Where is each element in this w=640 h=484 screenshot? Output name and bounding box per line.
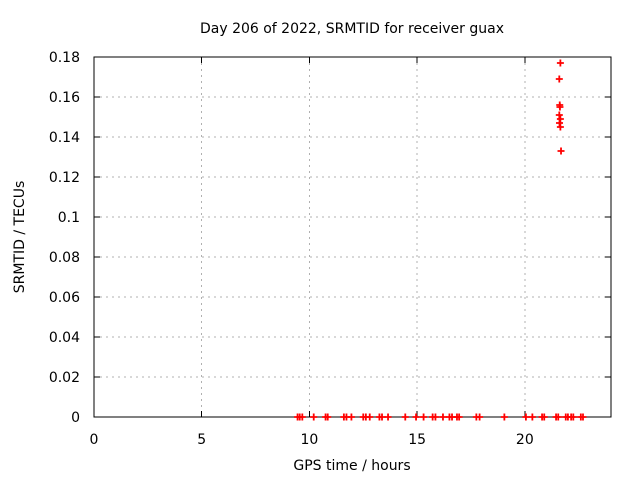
x-axis-label: GPS time / hours bbox=[293, 458, 410, 474]
y-tick-label: 0.1 bbox=[58, 210, 80, 226]
y-axis-label: SRMTID / TECUs bbox=[12, 181, 28, 294]
data-point-marker bbox=[554, 413, 562, 421]
y-tick-label: 0.16 bbox=[49, 90, 80, 106]
data-point-marker bbox=[310, 413, 318, 421]
x-tick-label: 20 bbox=[516, 432, 534, 448]
y-tick-label: 0.14 bbox=[49, 130, 80, 146]
y-tick-label: 0.18 bbox=[49, 50, 80, 66]
y-tick-label: 0.06 bbox=[49, 290, 80, 306]
data-point-marker bbox=[556, 103, 564, 111]
y-tick-label: 0.12 bbox=[49, 170, 80, 186]
y-tick-label: 0.08 bbox=[49, 250, 80, 266]
data-point-marker bbox=[378, 413, 386, 421]
data-point-marker bbox=[556, 59, 564, 67]
chart-title: Day 206 of 2022, SRMTID for receiver gua… bbox=[200, 21, 504, 37]
data-point-marker bbox=[431, 413, 439, 421]
data-point-marker bbox=[540, 413, 548, 421]
data-point-marker bbox=[557, 147, 565, 155]
y-tick-label: 0.04 bbox=[49, 330, 80, 346]
plot-border bbox=[93, 56, 612, 418]
y-tick-label: 0 bbox=[71, 410, 80, 426]
chart-plot-area: 0 5 10 15 20 0 0.02 0.04 0.06 0.08 0.1 0.12 0.14 0.16… bbox=[49, 50, 612, 448]
data-point-marker bbox=[476, 413, 484, 421]
data-point-marker bbox=[556, 123, 564, 131]
data-point-marker bbox=[528, 413, 536, 421]
data-point-marker bbox=[412, 413, 420, 421]
data-point-marker bbox=[455, 413, 463, 421]
data-point-marker bbox=[555, 111, 563, 119]
data-point-marker bbox=[522, 413, 530, 421]
data-point-marker bbox=[569, 413, 577, 421]
data-point-marker bbox=[579, 413, 587, 421]
data-point-marker bbox=[366, 413, 374, 421]
data-point-marker bbox=[439, 413, 447, 421]
x-tick-label: 15 bbox=[408, 432, 426, 448]
data-point-marker bbox=[500, 413, 508, 421]
data-point-marker bbox=[347, 413, 355, 421]
x-tick-label: 5 bbox=[197, 432, 206, 448]
data-point-marker bbox=[298, 413, 306, 421]
x-tick-label: 10 bbox=[301, 432, 319, 448]
y-tick-label: 0.02 bbox=[49, 370, 80, 386]
data-point-marker bbox=[420, 413, 428, 421]
data-point-marker bbox=[324, 413, 332, 421]
data-point-marker bbox=[401, 413, 409, 421]
x-tick-label: 0 bbox=[90, 432, 99, 448]
data-point-marker bbox=[384, 413, 392, 421]
data-point-marker bbox=[555, 75, 563, 83]
